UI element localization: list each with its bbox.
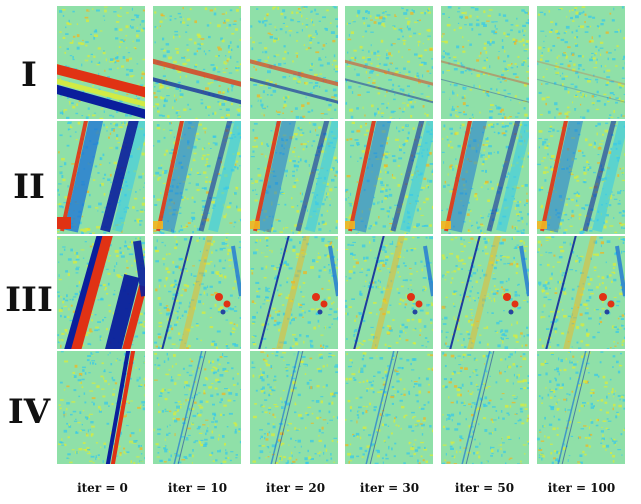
heatmap-image [537,121,625,234]
heatmap-image [441,6,529,119]
heatmap-tile [57,121,145,234]
heatmap-tile [537,121,625,234]
heatmap-image [345,236,433,349]
heatmap-image [153,236,241,349]
heatmap-tile [537,236,625,349]
heatmap-tile [153,121,241,234]
heatmap-image [441,236,529,349]
row-label-4: IV [7,392,51,432]
column-label-3: iter = 20 [265,481,326,495]
heatmap-image [345,6,433,119]
heatmap-tile [250,6,338,119]
heatmap-image [153,6,241,119]
heatmap-image [153,121,241,234]
heatmap-tile [441,121,529,234]
heatmap-tile [250,236,338,349]
heatmap-image [250,351,338,464]
heatmap-tile [153,236,241,349]
heatmap-image [537,351,625,464]
heatmap-image [345,351,433,464]
heatmap-tile [153,6,241,119]
row-label-3: III [5,280,53,320]
heatmap-image [57,236,145,349]
heatmap-tile [537,6,625,119]
heatmap-image [345,121,433,234]
heatmap-image [57,121,145,234]
heatmap-image [537,236,625,349]
heatmap-tile [250,121,338,234]
heatmap-tile [537,351,625,464]
column-label-1: iter = 0 [77,481,128,495]
heatmap-image [441,351,529,464]
heatmap-tile [57,236,145,349]
heatmap-image [250,121,338,234]
heatmap-tile [441,236,529,349]
heatmap-tile [345,6,433,119]
heatmap-tile [57,6,145,119]
heatmap-image [153,351,241,464]
row-label-2: II [13,167,45,207]
heatmap-tile [250,351,338,464]
heatmap-image [250,236,338,349]
heatmap-tile [57,351,145,464]
heatmap-tile [345,121,433,234]
row-label-1: I [21,55,37,95]
heatmap-tile [441,6,529,119]
heatmap-image [441,121,529,234]
heatmap-tile [345,351,433,464]
heatmap-tile [345,236,433,349]
column-label-5: iter = 50 [454,481,515,495]
column-label-4: iter = 30 [359,481,420,495]
heatmap-image [537,6,625,119]
heatmap-tile [441,351,529,464]
heatmap-image [57,351,145,464]
heatmap-image [250,6,338,119]
heatmap-image [57,6,145,119]
heatmap-tile [153,351,241,464]
column-label-6: iter = 100 [547,481,616,495]
column-label-2: iter = 10 [167,481,228,495]
